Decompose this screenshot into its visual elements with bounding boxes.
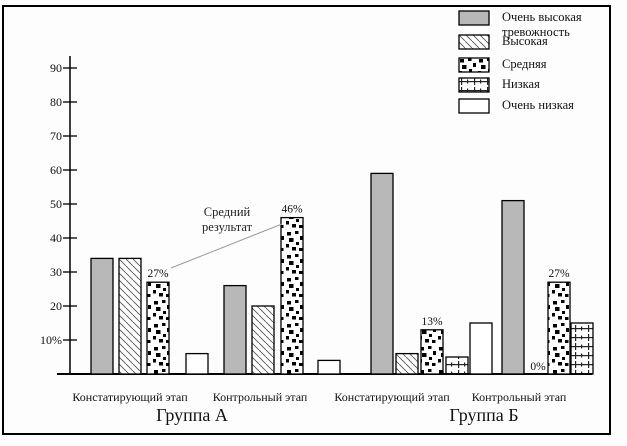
bar	[118, 257, 142, 375]
annotation-text: результат	[202, 220, 253, 234]
y-tick-label: 70	[50, 129, 62, 143]
bar	[370, 172, 394, 375]
stage-label-b1: Констатирующий этап	[334, 390, 450, 404]
annotation-line	[170, 223, 283, 269]
bar-value-label: 27%	[548, 268, 570, 280]
bar-value-label: 46%	[281, 204, 303, 216]
y-tick-label: 90	[50, 61, 62, 75]
bar-value-label: 13%	[421, 316, 443, 328]
bar	[185, 352, 209, 375]
y-tick-label: 50	[50, 197, 62, 211]
bar	[547, 281, 571, 375]
bar	[317, 359, 341, 375]
group-label-b: Группа Б	[449, 405, 519, 425]
bar	[445, 356, 469, 375]
annotation-text: Средний	[204, 205, 251, 219]
stage-label-a2: Контрольный этап	[212, 390, 308, 404]
bar	[146, 281, 170, 375]
bar-value-label: 27%	[147, 268, 169, 280]
y-tick-label: 40	[50, 231, 62, 245]
stage-label-b2: Контрольный этап	[471, 390, 567, 404]
bar-value-label: 0%	[530, 361, 546, 373]
bar	[223, 284, 247, 375]
bar	[420, 329, 444, 375]
bar	[501, 199, 525, 375]
group-label-a: Группа А	[156, 405, 228, 425]
stage-label-a1: Констатирующий этап	[72, 390, 188, 404]
bar	[570, 322, 594, 375]
y-tick-label: 30	[50, 265, 62, 279]
bar	[251, 305, 275, 375]
y-tick-label: 80	[50, 95, 62, 109]
bar	[395, 352, 419, 375]
y-tick-label: 60	[50, 163, 62, 177]
y-tick-label: 10%	[40, 333, 62, 347]
bar	[280, 216, 304, 375]
bar	[469, 322, 493, 375]
y-tick-label: 20	[50, 299, 62, 313]
bar	[90, 257, 114, 375]
